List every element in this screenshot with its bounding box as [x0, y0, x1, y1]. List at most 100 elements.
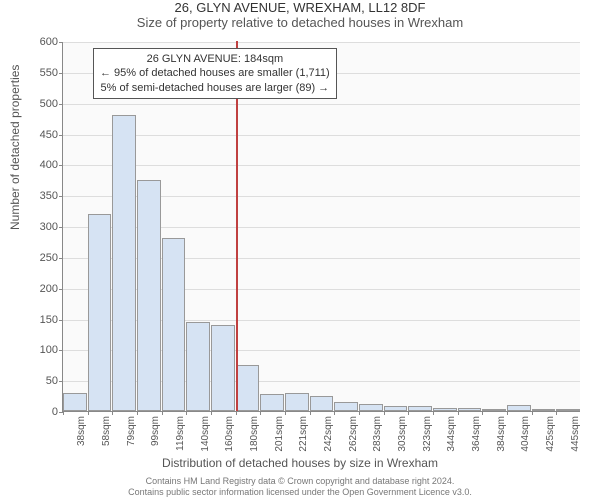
xtick-mark: [482, 411, 483, 415]
histogram-bar: [507, 405, 531, 411]
xtick-mark: [285, 411, 286, 415]
copyright-line-1: Contains HM Land Registry data © Crown c…: [0, 476, 600, 487]
xtick-label: 445sqm: [570, 416, 581, 456]
xtick-mark: [310, 411, 311, 415]
histogram-bar: [211, 325, 235, 411]
xtick-label: 160sqm: [224, 416, 235, 456]
ytick-mark: [59, 42, 63, 43]
histogram-bar: [63, 393, 87, 412]
histogram-bar: [285, 393, 309, 412]
histogram-bar: [260, 394, 284, 411]
histogram-bar: [88, 214, 112, 411]
xtick-label: 221sqm: [298, 416, 309, 456]
xtick-mark: [384, 411, 385, 415]
page-title: 26, GLYN AVENUE, WREXHAM, LL12 8DF: [0, 0, 600, 15]
xtick-mark: [532, 411, 533, 415]
ytick-label: 250: [28, 252, 58, 264]
page-subtitle: Size of property relative to detached ho…: [0, 15, 600, 30]
xtick-label: 58sqm: [101, 416, 112, 456]
xtick-mark: [186, 411, 187, 415]
xtick-mark: [236, 411, 237, 415]
histogram-bar: [162, 238, 186, 411]
xtick-label: 384sqm: [496, 416, 507, 456]
gridline: [63, 165, 580, 166]
xtick-label: 344sqm: [446, 416, 457, 456]
histogram-bar: [556, 409, 580, 411]
xtick-mark: [507, 411, 508, 415]
xtick-label: 119sqm: [175, 416, 186, 456]
ytick-label: 450: [28, 129, 58, 141]
gridline: [63, 42, 580, 43]
xtick-mark: [359, 411, 360, 415]
xtick-mark: [433, 411, 434, 415]
histogram-bar: [186, 322, 210, 411]
histogram-bar: [310, 396, 334, 411]
xtick-label: 38sqm: [76, 416, 87, 456]
histogram-bar: [384, 406, 408, 411]
xtick-label: 364sqm: [471, 416, 482, 456]
ytick-label: 50: [28, 375, 58, 387]
xtick-label: 99sqm: [150, 416, 161, 456]
ytick-label: 200: [28, 283, 58, 295]
y-axis-label: Number of detached properties: [8, 65, 22, 230]
ytick-label: 550: [28, 67, 58, 79]
histogram-bar: [532, 409, 556, 411]
histogram-bar: [137, 180, 161, 411]
xtick-mark: [88, 411, 89, 415]
ytick-label: 400: [28, 159, 58, 171]
ytick-label: 100: [28, 344, 58, 356]
xtick-label: 283sqm: [372, 416, 383, 456]
histogram-bar: [334, 402, 358, 411]
xtick-mark: [458, 411, 459, 415]
xtick-label: 404sqm: [520, 416, 531, 456]
histogram-bar: [112, 115, 136, 411]
ytick-mark: [59, 320, 63, 321]
xtick-label: 323sqm: [422, 416, 433, 456]
xtick-mark: [556, 411, 557, 415]
xtick-mark: [112, 411, 113, 415]
ytick-label: 300: [28, 221, 58, 233]
ytick-mark: [59, 350, 63, 351]
ytick-mark: [59, 381, 63, 382]
histogram-bar: [482, 409, 506, 411]
xtick-label: 262sqm: [348, 416, 359, 456]
xtick-mark: [162, 411, 163, 415]
histogram-plot: 26 GLYN AVENUE: 184sqm← 95% of detached …: [62, 42, 580, 412]
ytick-mark: [59, 135, 63, 136]
annotation-box: 26 GLYN AVENUE: 184sqm← 95% of detached …: [93, 48, 337, 99]
ytick-mark: [59, 258, 63, 259]
xtick-label: 242sqm: [323, 416, 334, 456]
xtick-mark: [334, 411, 335, 415]
ytick-mark: [59, 289, 63, 290]
xtick-mark: [211, 411, 212, 415]
xtick-label: 79sqm: [126, 416, 137, 456]
ytick-label: 0: [28, 406, 58, 418]
xtick-mark: [408, 411, 409, 415]
ytick-mark: [59, 165, 63, 166]
histogram-bar: [458, 408, 482, 411]
xtick-label: 303sqm: [397, 416, 408, 456]
histogram-bar: [359, 404, 383, 411]
ytick-mark: [59, 73, 63, 74]
histogram-bar: [433, 408, 457, 411]
histogram-bar: [236, 365, 260, 411]
ytick-label: 600: [28, 36, 58, 48]
xtick-label: 425sqm: [545, 416, 556, 456]
ytick-mark: [59, 104, 63, 105]
ytick-label: 150: [28, 314, 58, 326]
xtick-mark: [260, 411, 261, 415]
ytick-label: 350: [28, 190, 58, 202]
ytick-mark: [59, 227, 63, 228]
xtick-mark: [63, 411, 64, 415]
x-axis-label: Distribution of detached houses by size …: [0, 456, 600, 470]
ytick-label: 500: [28, 98, 58, 110]
xtick-mark: [137, 411, 138, 415]
xtick-label: 201sqm: [274, 416, 285, 456]
annotation-line-2: ← 95% of detached houses are smaller (1,…: [100, 66, 330, 80]
annotation-line-1: 26 GLYN AVENUE: 184sqm: [100, 52, 330, 66]
copyright-line-2: Contains public sector information licen…: [0, 487, 600, 498]
gridline: [63, 104, 580, 105]
xtick-label: 180sqm: [249, 416, 260, 456]
xtick-label: 140sqm: [200, 416, 211, 456]
ytick-mark: [59, 196, 63, 197]
